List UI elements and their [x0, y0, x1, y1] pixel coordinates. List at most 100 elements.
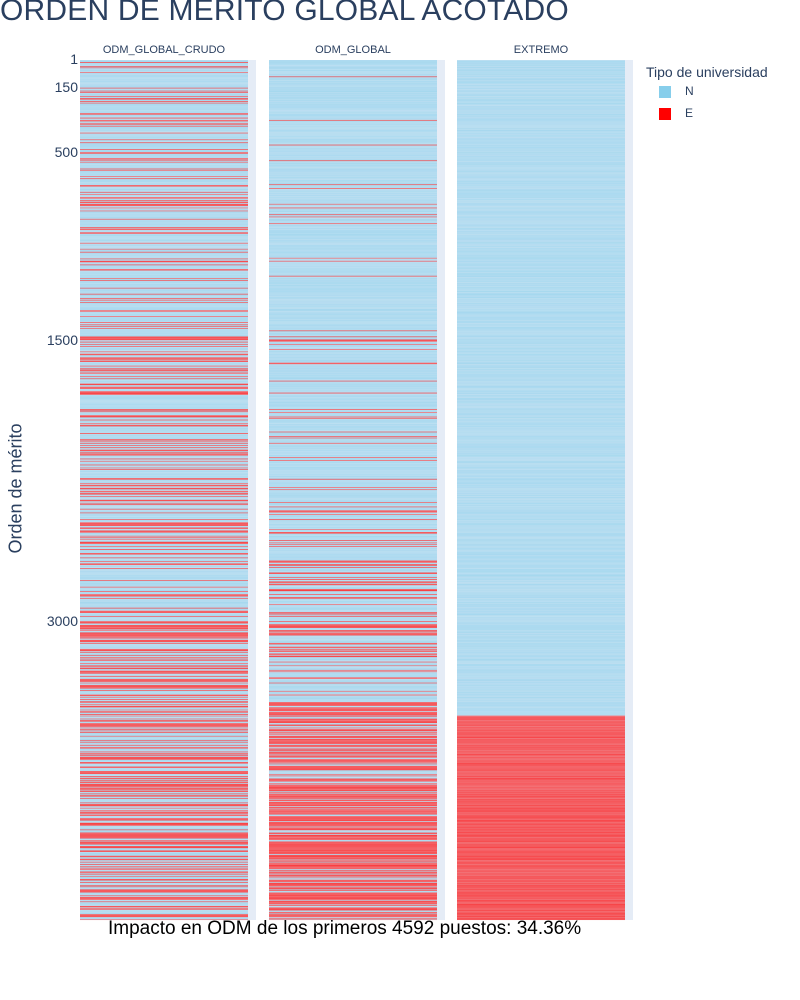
heatmap-cell [80, 146, 248, 148]
heatmap-cell [457, 586, 625, 588]
heatmap-cell [80, 448, 248, 450]
heatmap-cell [457, 272, 625, 273]
heatmap-cell [457, 303, 625, 305]
heatmap-cell [269, 374, 437, 376]
heatmap-cell [269, 137, 437, 138]
heatmap-cell [80, 520, 248, 521]
heatmap-cell [457, 822, 625, 823]
heatmap-cell [80, 499, 248, 501]
heatmap-cell [457, 423, 625, 425]
heatmap-cell [269, 220, 437, 222]
heatmap-cell [457, 732, 625, 733]
heatmap-cell [80, 451, 248, 453]
heatmap-cell [80, 357, 248, 359]
heatmap-cell [269, 613, 437, 615]
heatmap-cell [269, 391, 437, 392]
heatmap-cell [80, 217, 248, 219]
heatmap-cell [80, 883, 248, 885]
heatmap-cell [80, 155, 248, 156]
heatmap-cell [269, 311, 437, 312]
heatmap-cell [269, 356, 437, 358]
legend-item-e[interactable]: E [646, 104, 768, 124]
heatmap-cell [80, 811, 248, 813]
heatmap-cell [80, 861, 248, 863]
heatmap-cell [457, 370, 625, 372]
heatmap-cell [269, 265, 437, 267]
heatmap-cell [457, 870, 625, 872]
heatmap-cell [457, 232, 625, 234]
heatmap-cell [457, 236, 625, 238]
heatmap-cell [457, 551, 625, 553]
heatmap-cell [80, 158, 248, 159]
heatmap-cell [80, 317, 248, 318]
heatmap-cell [457, 665, 625, 667]
heatmap-cell [80, 466, 248, 467]
heatmap-cell [457, 535, 625, 537]
heatmap-cell [80, 182, 248, 184]
heatmap-cell [457, 768, 625, 769]
heatmap-cell [269, 900, 437, 902]
heatmap-cell [80, 176, 248, 177]
heatmap-cell [269, 655, 437, 657]
heatmap-cell [80, 650, 248, 652]
heatmap-cell [457, 211, 625, 213]
heatmap-cell [457, 587, 625, 589]
legend-item-n[interactable]: N [646, 82, 768, 102]
heatmap-cell [80, 649, 248, 651]
heatmap-cell [80, 323, 248, 325]
heatmap-cell [269, 224, 437, 226]
heatmap-cell [269, 910, 437, 912]
heatmap-cell [80, 269, 248, 271]
heatmap-cell [269, 812, 437, 814]
heatmap-cell [457, 713, 625, 715]
heatmap-cell [457, 440, 625, 442]
heatmap-cell [80, 203, 248, 205]
heatmap-cell [457, 636, 625, 638]
heatmap-cell [457, 756, 625, 757]
heatmap-cell [457, 804, 625, 805]
heatmap-cell [80, 200, 248, 202]
heatmap-cell [457, 611, 625, 613]
heatmap-cell [457, 331, 625, 333]
heatmap-cell [80, 97, 248, 99]
heatmap-cell [269, 361, 437, 363]
heatmap-cell [80, 279, 248, 281]
heatmap-cell [80, 828, 248, 829]
heatmap-cell [80, 573, 248, 575]
heatmap-cell [80, 184, 248, 186]
heatmap-cell [457, 429, 625, 431]
heatmap-cell [80, 663, 248, 664]
heatmap-cell [457, 259, 625, 261]
heatmap-cell [269, 221, 437, 222]
heatmap-cell [269, 269, 437, 271]
heatmap-cell [457, 400, 625, 402]
heatmap-cell [80, 461, 248, 463]
heatmap-cell [457, 871, 625, 873]
heatmap-cell [457, 144, 625, 146]
heatmap-cell [80, 83, 248, 84]
heatmap-cell [457, 157, 625, 159]
heatmap-cell [80, 73, 248, 75]
heatmap-cell [269, 529, 437, 531]
heatmap-cell [457, 245, 625, 246]
heatmap-cell [80, 638, 248, 640]
heatmap-cell [80, 89, 248, 90]
heatmap-cell [269, 579, 437, 581]
heatmap-cell [269, 60, 437, 62]
heatmap-cell [269, 669, 437, 671]
heatmap-cell [457, 887, 625, 888]
heatmap-cell [80, 331, 248, 332]
heatmap-cell [269, 556, 437, 558]
heatmap-cell [80, 330, 248, 332]
heatmap-cell [457, 325, 625, 326]
heatmap-cell [80, 727, 248, 729]
heatmap-cell [269, 411, 437, 413]
heatmap-cell [80, 263, 248, 264]
heatmap-cell [80, 810, 248, 812]
heatmap-cell [457, 95, 625, 96]
heatmap-cell [457, 660, 625, 662]
heatmap-cell [457, 717, 625, 719]
heatmap-cell [457, 478, 625, 480]
heatmap-cell [80, 245, 248, 247]
heatmap-cell [457, 866, 625, 868]
